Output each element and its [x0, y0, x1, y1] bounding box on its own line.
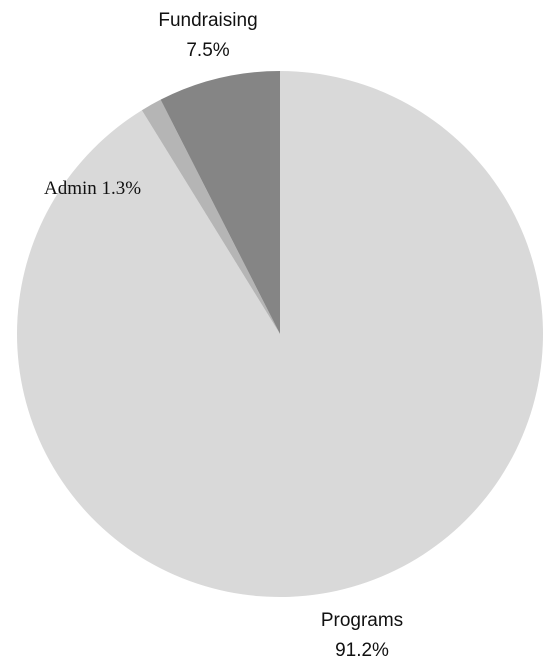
- label-admin: Admin 1.3%: [44, 178, 141, 199]
- slice-admin: [141, 99, 280, 334]
- label-programs-name: Programs: [321, 610, 403, 631]
- label-programs-value: 91.2%: [335, 640, 389, 661]
- label-admin-value: 1.3%: [102, 178, 142, 199]
- slice-fundraising: [160, 71, 280, 334]
- label-fundraising-name: Fundraising: [158, 10, 257, 31]
- pie-slices: [16, 71, 543, 597]
- label-admin-name: Admin: [44, 178, 97, 199]
- label-fundraising-value: 7.5%: [186, 40, 229, 61]
